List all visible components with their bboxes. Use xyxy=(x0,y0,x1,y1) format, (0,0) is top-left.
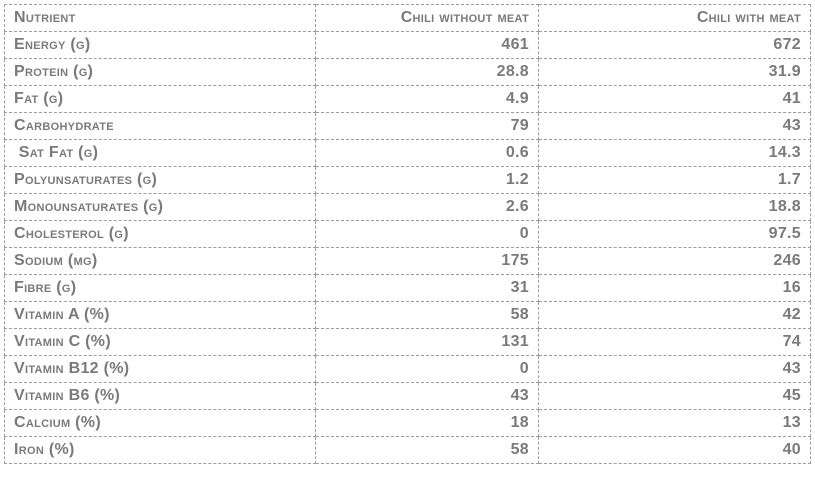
value-chili-without-meat: 0.6 xyxy=(315,139,539,167)
nutrient-label: Vitamin B12 (%) xyxy=(4,355,316,383)
value-chili-with-meat: 672 xyxy=(538,31,811,59)
nutrient-label: Sat Fat (g) xyxy=(4,139,316,167)
value-chili-without-meat: 175 xyxy=(315,247,539,275)
value-chili-with-meat: 13 xyxy=(538,409,811,437)
col-header-chili-without-meat: Chili without meat xyxy=(315,4,539,32)
value-chili-with-meat: 42 xyxy=(538,301,811,329)
value-chili-without-meat: 58 xyxy=(315,301,539,329)
nutrient-label: Fibre (g) xyxy=(4,274,316,302)
value-chili-without-meat: 43 xyxy=(315,382,539,410)
nutrient-label: Protein (g) xyxy=(4,58,316,86)
value-chili-with-meat: 97.5 xyxy=(538,220,811,248)
value-chili-with-meat: 43 xyxy=(538,355,811,383)
table-row: Vitamin B6 (%) 43 45 xyxy=(4,382,811,410)
header-row: Nutrient Chili without meat Chili with m… xyxy=(4,4,811,32)
table-row: Fibre (g) 31 16 xyxy=(4,274,811,302)
value-chili-without-meat: 0 xyxy=(315,220,539,248)
value-chili-with-meat: 45 xyxy=(538,382,811,410)
value-chili-with-meat: 41 xyxy=(538,85,811,113)
value-chili-with-meat: 1.7 xyxy=(538,166,811,194)
nutrient-label: Iron (%) xyxy=(4,436,316,464)
nutrient-label: Sodium (mg) xyxy=(4,247,316,275)
value-chili-without-meat: 1.2 xyxy=(315,166,539,194)
table-row: Vitamin B12 (%) 0 43 xyxy=(4,355,811,383)
table-row: Monounsaturates (g) 2.6 18.8 xyxy=(4,193,811,221)
table-row: Fat (g) 4.9 41 xyxy=(4,85,811,113)
value-chili-without-meat: 31 xyxy=(315,274,539,302)
table-row: Carbohydrate 79 43 xyxy=(4,112,811,140)
table-row: Energy (g) 461 672 xyxy=(4,31,811,59)
table-row: Vitamin C (%) 131 74 xyxy=(4,328,811,356)
value-chili-without-meat: 58 xyxy=(315,436,539,464)
col-header-nutrient: Nutrient xyxy=(4,4,316,32)
nutrient-label: Carbohydrate xyxy=(4,112,316,140)
value-chili-with-meat: 31.9 xyxy=(538,58,811,86)
nutrient-label: Monounsaturates (g) xyxy=(4,193,316,221)
nutrition-table: Nutrient Chili without meat Chili with m… xyxy=(4,4,811,464)
value-chili-without-meat: 18 xyxy=(315,409,539,437)
value-chili-with-meat: 16 xyxy=(538,274,811,302)
value-chili-without-meat: 0 xyxy=(315,355,539,383)
nutrient-label: Calcium (%) xyxy=(4,409,316,437)
value-chili-without-meat: 28.8 xyxy=(315,58,539,86)
value-chili-without-meat: 4.9 xyxy=(315,85,539,113)
nutrient-label: Fat (g) xyxy=(4,85,316,113)
col-header-chili-with-meat: Chili with meat xyxy=(538,4,811,32)
table-row: Cholesterol (g) 0 97.5 xyxy=(4,220,811,248)
value-chili-with-meat: 43 xyxy=(538,112,811,140)
value-chili-without-meat: 79 xyxy=(315,112,539,140)
value-chili-with-meat: 246 xyxy=(538,247,811,275)
nutrient-label: Energy (g) xyxy=(4,31,316,59)
table-row: Calcium (%) 18 13 xyxy=(4,409,811,437)
table-row: Protein (g) 28.8 31.9 xyxy=(4,58,811,86)
value-chili-without-meat: 131 xyxy=(315,328,539,356)
table-row: Sodium (mg) 175 246 xyxy=(4,247,811,275)
table-row: Iron (%) 58 40 xyxy=(4,436,811,464)
nutrient-label: Polyunsaturates (g) xyxy=(4,166,316,194)
value-chili-with-meat: 40 xyxy=(538,436,811,464)
table-row: Polyunsaturates (g) 1.2 1.7 xyxy=(4,166,811,194)
table-row: Sat Fat (g) 0.6 14.3 xyxy=(4,139,811,167)
nutrient-label: Vitamin B6 (%) xyxy=(4,382,316,410)
nutrient-label: Vitamin A (%) xyxy=(4,301,316,329)
value-chili-without-meat: 461 xyxy=(315,31,539,59)
table-body: Energy (g) 461 672 Protein (g) 28.8 31.9… xyxy=(4,31,811,464)
value-chili-with-meat: 14.3 xyxy=(538,139,811,167)
value-chili-with-meat: 18.8 xyxy=(538,193,811,221)
nutrient-label: Cholesterol (g) xyxy=(4,220,316,248)
value-chili-with-meat: 74 xyxy=(538,328,811,356)
table-row: Vitamin A (%) 58 42 xyxy=(4,301,811,329)
value-chili-without-meat: 2.6 xyxy=(315,193,539,221)
nutrient-label: Vitamin C (%) xyxy=(4,328,316,356)
